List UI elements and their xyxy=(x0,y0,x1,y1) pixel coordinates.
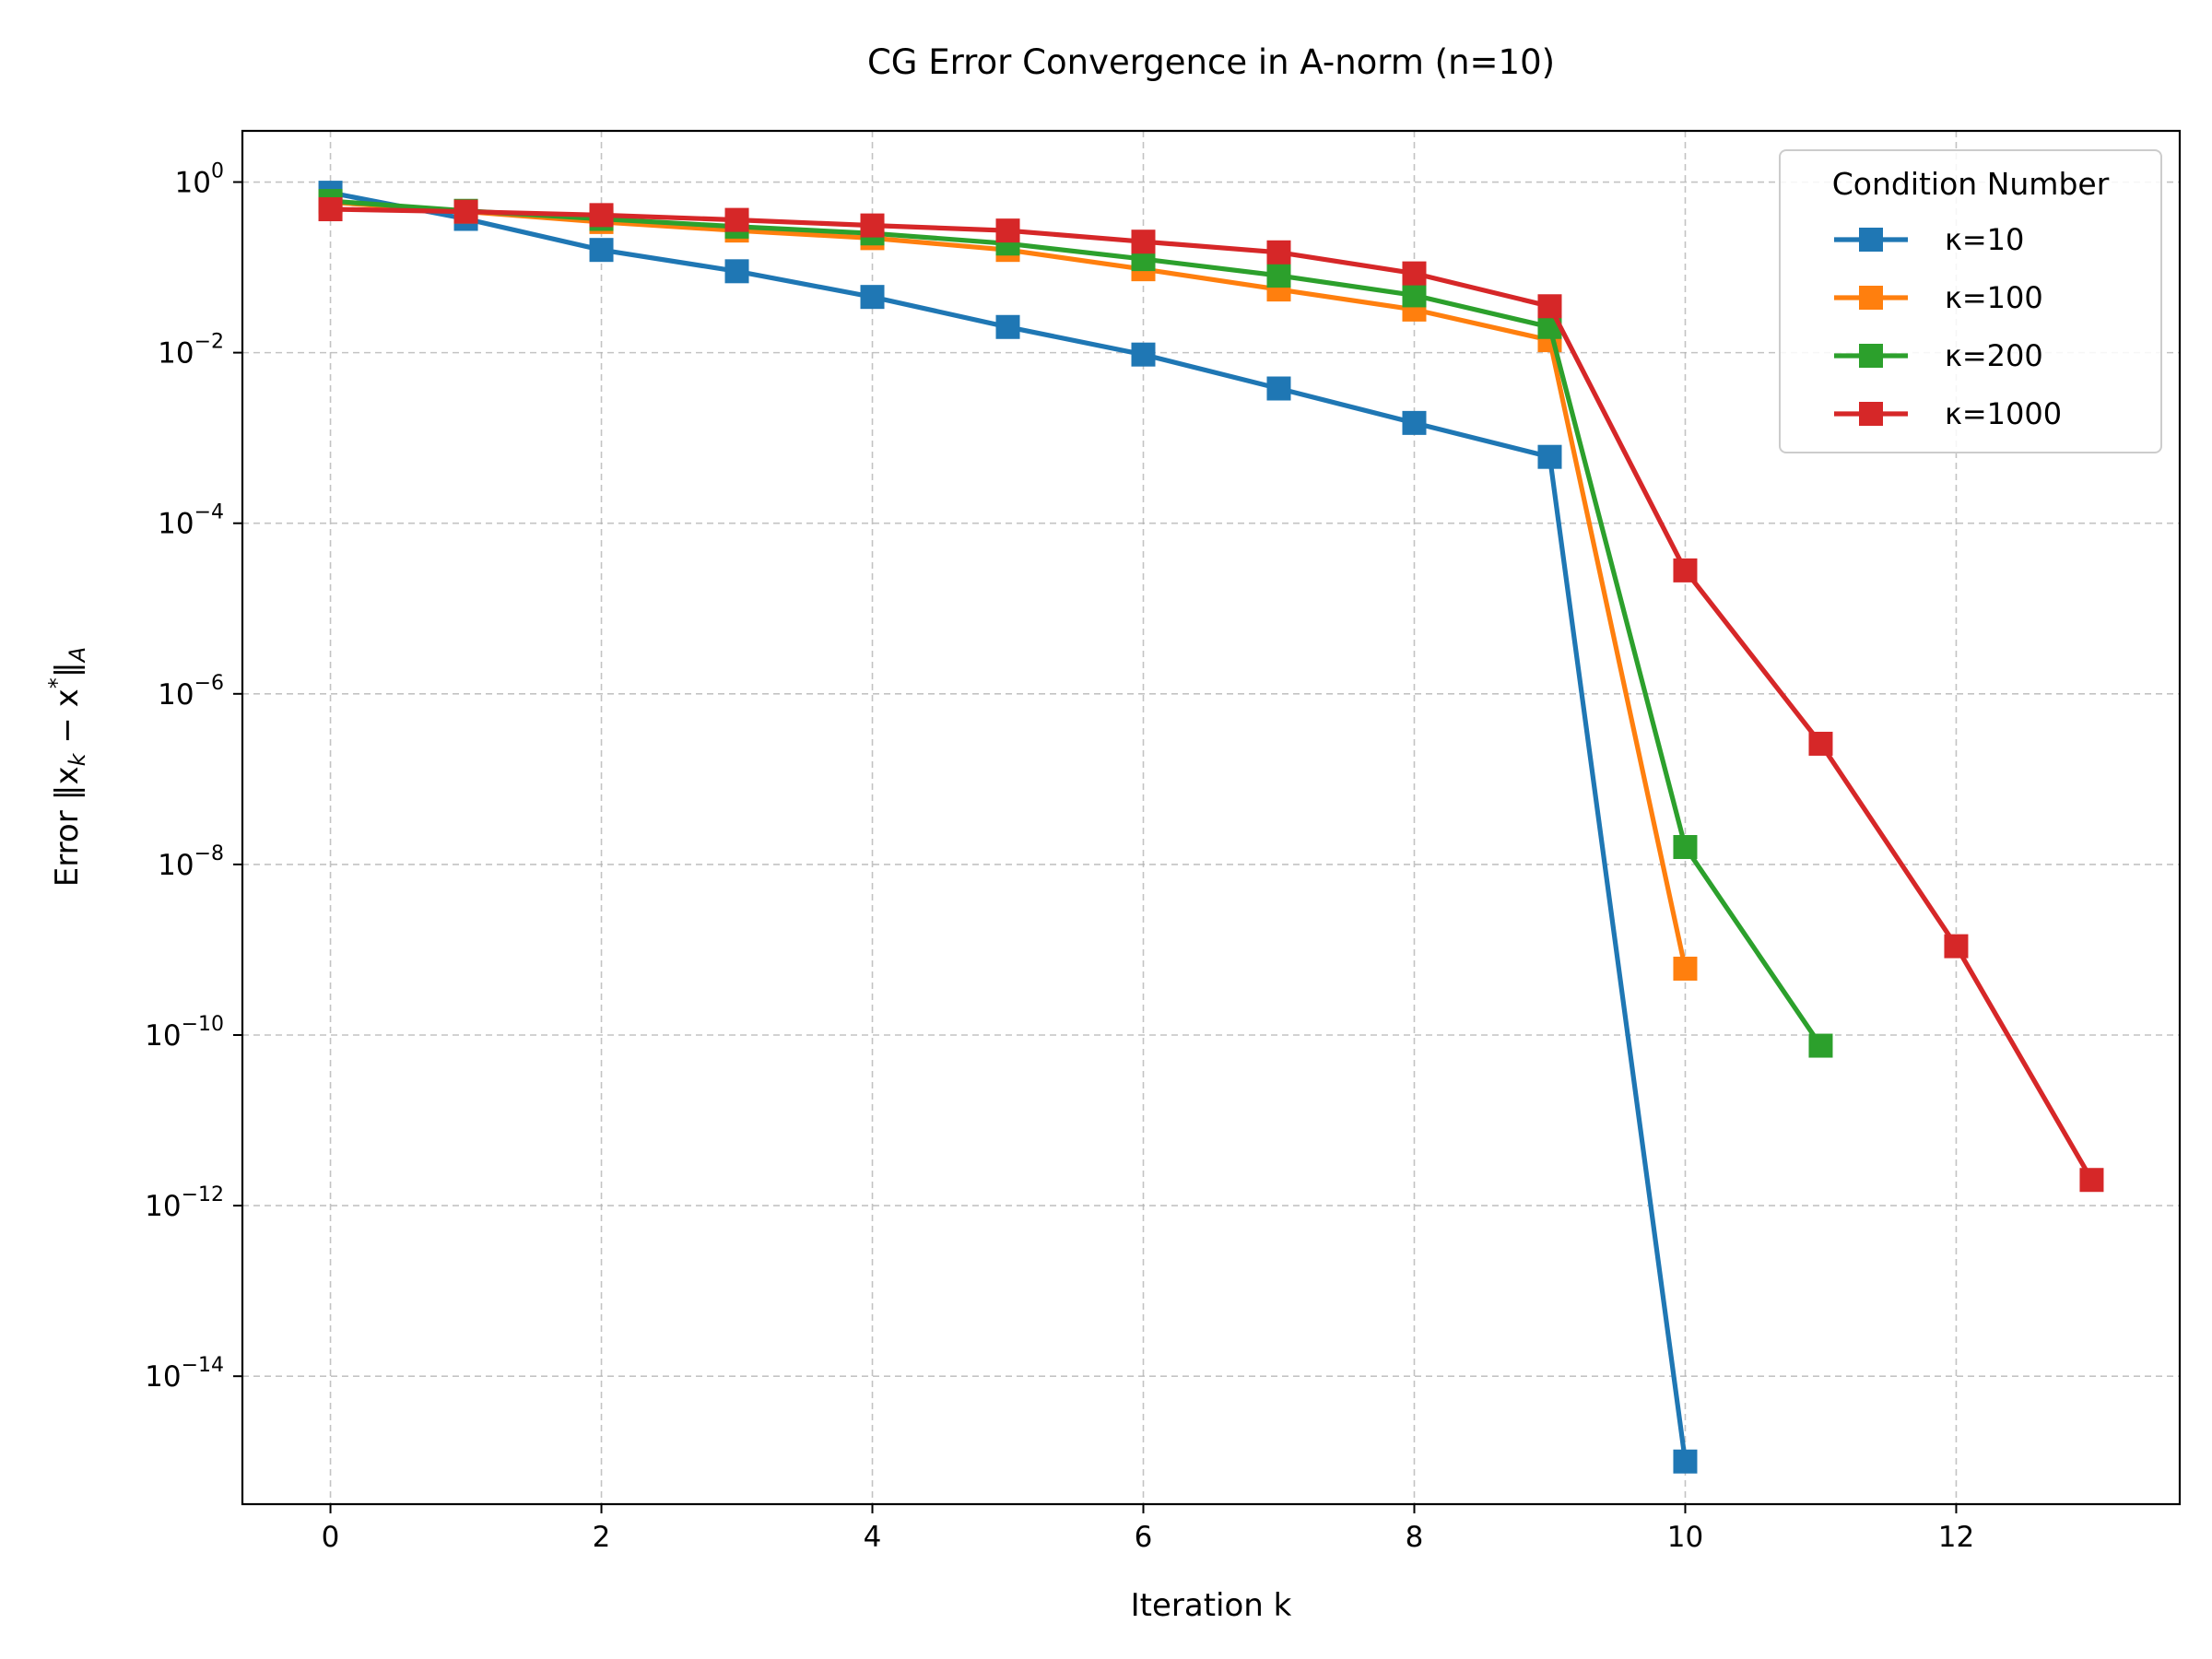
legend-entry: κ=100 xyxy=(1834,280,2043,315)
x-tick-label: 0 xyxy=(322,1521,340,1554)
y-label-minus: − x xyxy=(49,688,86,753)
data-point xyxy=(1402,410,1427,435)
grid xyxy=(242,131,2180,1504)
y-tick-exponent: −2 xyxy=(194,331,224,354)
y-label-close: ‖ xyxy=(49,662,86,677)
y-tick-label: 10−6 xyxy=(158,672,224,712)
legend-swatch-marker xyxy=(1859,286,1883,310)
y-tick-base: 10 xyxy=(145,1360,181,1394)
y-tick-label: 10−2 xyxy=(158,331,224,371)
y-tick-base: 10 xyxy=(175,167,211,200)
y-tick-exponent: −12 xyxy=(182,1183,224,1206)
data-point xyxy=(860,213,885,238)
legend-entries: κ=10 κ=100 κ=200 κ=1000 xyxy=(1834,222,2062,431)
data-point xyxy=(1673,558,1698,582)
y-tick-exponent: −6 xyxy=(194,672,224,695)
x-tick-label: 10 xyxy=(1667,1521,1703,1554)
legend-label: κ=100 xyxy=(1945,280,2043,315)
y-label-prefix: Error ‖x xyxy=(49,766,86,887)
y-tick-label: 10−4 xyxy=(158,501,224,541)
data-point xyxy=(453,199,478,224)
data-point xyxy=(589,203,614,228)
plot-frame xyxy=(241,129,2182,1506)
data-point xyxy=(860,285,885,310)
data-point xyxy=(724,207,749,232)
series-line xyxy=(330,206,2094,1182)
ticks: 0 2 4 6 8 10 1210010−210−410−610−810−1010−1210… xyxy=(145,160,1974,1554)
legend: Condition Number κ=10 κ=100 κ=200 κ=1000 xyxy=(1779,149,2162,453)
y-label-star: * xyxy=(44,677,70,688)
y-tick-base: 10 xyxy=(158,508,194,541)
y-tick-label: 100 xyxy=(175,160,224,200)
y-tick-label: 10−12 xyxy=(145,1183,224,1223)
data-point xyxy=(995,218,1020,243)
data-point xyxy=(2079,1168,2104,1193)
chart-title: CG Error Convergence in A-norm (n=10) xyxy=(867,42,1555,82)
data-point xyxy=(1808,731,1833,756)
data-point xyxy=(1266,264,1291,288)
y-tick-exponent: −10 xyxy=(182,1013,224,1036)
data-point xyxy=(724,259,749,284)
data-point xyxy=(1537,444,1562,469)
data-point xyxy=(1402,261,1427,286)
data-point xyxy=(1131,342,1156,367)
legend-entry: κ=200 xyxy=(1834,338,2043,373)
y-tick-base: 10 xyxy=(158,337,194,371)
data-point xyxy=(1131,229,1156,254)
legend-label: κ=10 xyxy=(1945,222,2024,257)
data-point xyxy=(1673,956,1698,981)
legend-label: κ=200 xyxy=(1945,338,2043,373)
legend-swatch-marker xyxy=(1859,228,1883,252)
series-κ=10 xyxy=(318,181,1698,1474)
y-label-sub-k: k xyxy=(65,752,90,766)
legend-box xyxy=(1779,149,2162,453)
data-point xyxy=(1673,835,1698,860)
data-point xyxy=(1402,283,1427,308)
series-κ=1000 xyxy=(318,197,2104,1193)
data-point xyxy=(1673,1449,1698,1474)
data-point xyxy=(1266,376,1291,401)
series-layer xyxy=(318,181,2104,1474)
data-point xyxy=(589,238,614,263)
data-point xyxy=(1537,294,1562,319)
x-tick-label: 6 xyxy=(1135,1521,1153,1554)
data-point xyxy=(318,197,343,222)
y-tick-label: 10−14 xyxy=(145,1354,224,1394)
y-tick-base: 10 xyxy=(158,849,194,882)
data-point xyxy=(1808,1033,1833,1058)
legend-title: Condition Number xyxy=(1832,166,2110,202)
x-tick-label: 2 xyxy=(593,1521,611,1554)
data-point xyxy=(995,314,1020,339)
legend-swatch-marker xyxy=(1859,402,1883,426)
data-point xyxy=(1266,240,1291,265)
y-tick-exponent: −8 xyxy=(194,842,224,865)
x-tick-label: 8 xyxy=(1406,1521,1424,1554)
y-tick-exponent: 0 xyxy=(211,160,224,183)
y-axis-label: Error ‖xk − x*‖A xyxy=(44,647,90,887)
y-tick-exponent: −4 xyxy=(194,501,224,524)
legend-entry: κ=10 xyxy=(1834,222,2024,257)
x-tick-label: 12 xyxy=(1938,1521,1974,1554)
y-tick-base: 10 xyxy=(145,1190,181,1223)
y-tick-label: 10−8 xyxy=(158,842,224,882)
x-axis-label: Iteration k xyxy=(1131,1587,1292,1624)
y-tick-base: 10 xyxy=(158,678,194,712)
y-tick-exponent: −14 xyxy=(182,1354,224,1377)
series-line xyxy=(330,198,1823,1048)
legend-swatch-marker xyxy=(1859,344,1883,368)
y-tick-label: 10−10 xyxy=(145,1013,224,1053)
data-point xyxy=(1944,934,1969,959)
y-label-sub-A: A xyxy=(65,647,90,664)
legend-label: κ=1000 xyxy=(1945,396,2062,431)
y-tick-base: 10 xyxy=(145,1019,181,1053)
legend-entry: κ=1000 xyxy=(1834,396,2062,431)
x-tick-label: 4 xyxy=(864,1521,882,1554)
